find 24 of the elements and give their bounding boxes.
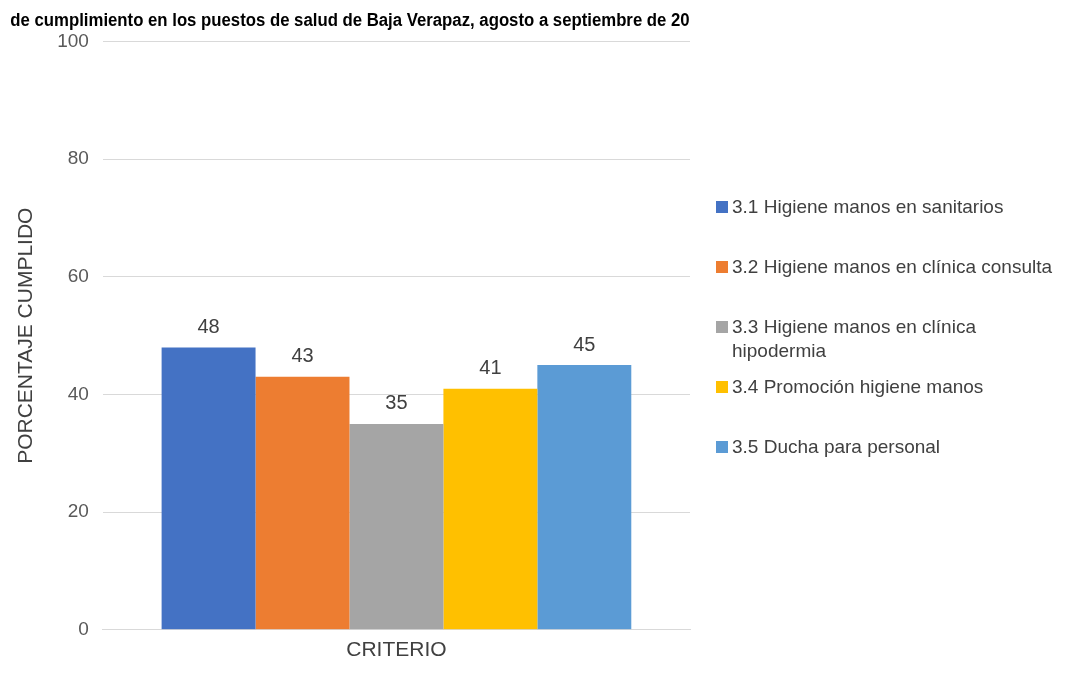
y-tick-label: 40: [67, 382, 89, 404]
legend-label: 3.2 Higiene manos en clínica consulta: [732, 254, 1053, 279]
bar: [537, 365, 632, 630]
chart-title: de cumplimiento en los puestos de salud de Baja Verapaz, agosto a septiembre de 20: [10, 9, 690, 30]
bar: [443, 388, 538, 630]
legend-label: 3.3 Higiene manos en clínica hipodermia: [732, 314, 977, 363]
legend-label: 3.1 Higiene manos en sanitarios: [732, 194, 1004, 219]
data-label: 48: [197, 314, 220, 337]
legend-label: 3.5 Ducha para personal: [732, 434, 941, 459]
bar: [255, 376, 350, 630]
data-label: 43: [291, 344, 314, 367]
data-label: 45: [573, 332, 596, 355]
data-label: 41: [479, 356, 502, 379]
legend-label: 3.4 Promoción higiene manos: [732, 374, 984, 399]
data-label: 35: [385, 391, 408, 414]
x-tick-label: CRITERIO: [346, 637, 447, 661]
y-tick-label: 20: [67, 500, 89, 522]
y-tick-label: 60: [67, 265, 89, 287]
y-tick-label: 0: [78, 618, 89, 640]
bar: [349, 423, 444, 630]
y-tick-label: 100: [57, 29, 89, 51]
y-tick-label: 80: [67, 147, 89, 169]
bar: [161, 347, 256, 630]
y-axis-title: PORCENTAJE CUMPLIDO: [13, 207, 37, 464]
